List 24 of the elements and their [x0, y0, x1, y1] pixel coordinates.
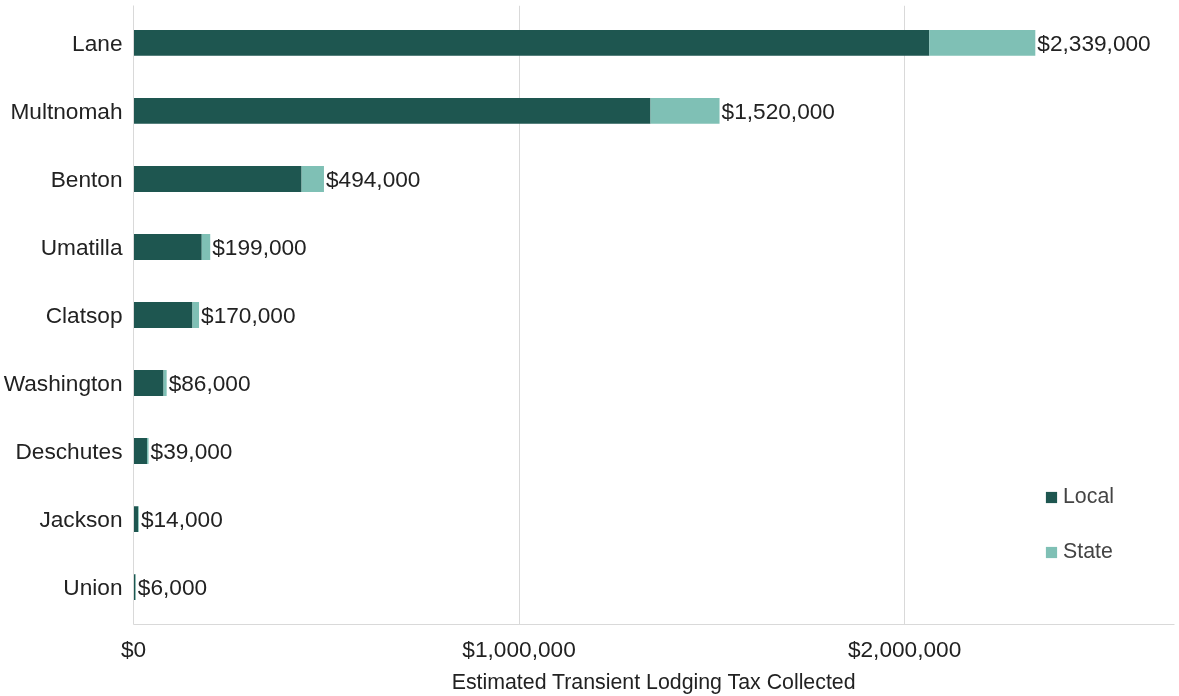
- x-axis-title: Estimated Transient Lodging Tax Collected: [451, 669, 856, 694]
- x-tick-label: $2,000,000: [847, 635, 962, 662]
- total-label: $2,339,000: [1037, 29, 1151, 56]
- y-tick-label: Multnomah: [10, 97, 123, 124]
- total-label: $199,000: [212, 233, 307, 260]
- y-tick-label: Deschutes: [15, 438, 123, 465]
- total-label: $1,520,000: [721, 97, 835, 124]
- legend-label: Local: [1063, 484, 1114, 509]
- total-label: $86,000: [168, 370, 251, 397]
- y-tick-label: Union: [63, 574, 123, 601]
- total-label: $494,000: [325, 165, 421, 192]
- total-label: $39,000: [150, 438, 233, 465]
- x-tick-label: $0: [120, 635, 147, 662]
- x-tick-label: $1,000,000: [462, 635, 576, 662]
- y-tick-label: Jackson: [39, 506, 123, 533]
- total-label: $170,000: [201, 302, 296, 328]
- y-tick-label: Washington: [3, 370, 123, 397]
- legend-label: State: [1063, 539, 1113, 564]
- y-tick-label: Lane: [72, 29, 123, 56]
- y-tick-label: Umatilla: [40, 233, 123, 260]
- y-tick-label: Clatsop: [45, 302, 123, 328]
- y-tick-label: Benton: [50, 165, 123, 192]
- total-label: $6,000: [137, 574, 208, 601]
- total-label: $14,000: [140, 506, 223, 533]
